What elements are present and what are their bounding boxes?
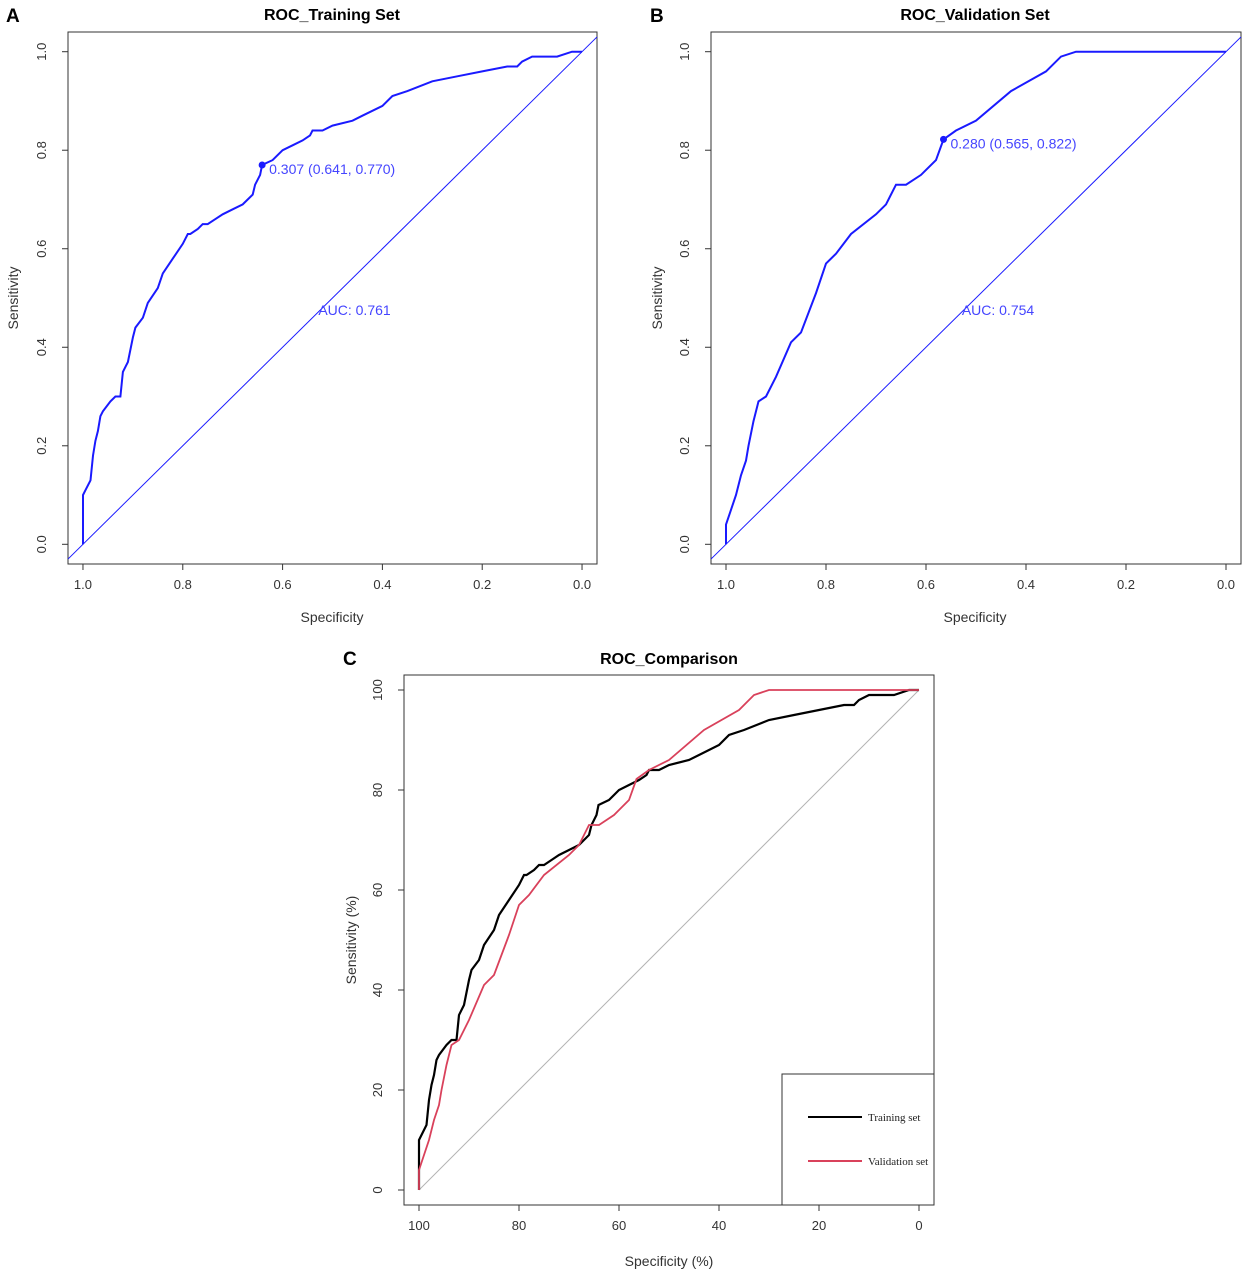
panel-c-y-ticks: 0 20 40 60 80 100 — [370, 679, 404, 1194]
panel-a-y-tick-label: 0.8 — [34, 141, 49, 159]
panel-a-threshold-point — [258, 161, 266, 169]
panel-c-x-tick-label: 80 — [512, 1218, 526, 1233]
panel-a-letter: A — [6, 6, 20, 27]
panel-c-y-tick-label: 20 — [370, 1083, 385, 1097]
panel-a-y-tick-label: 0.6 — [34, 240, 49, 258]
panel-b-threshold-label: 0.280 (0.565, 0.822) — [951, 135, 1077, 151]
panel-c-title: ROC_Comparison — [600, 651, 738, 668]
panel-c-y-tick-label: 100 — [370, 679, 385, 701]
panel-b: B ROC_Validation Set 1.0 0.8 0.6 0.4 0.2 0.0 … — [649, 6, 1242, 625]
panel-a-x-tick-label: 0.4 — [373, 577, 391, 592]
panel-c-diagonal — [418, 689, 920, 1191]
panel-a-y-tick-label: 1.0 — [34, 43, 49, 61]
panel-a-threshold-label: 0.307 (0.641, 0.770) — [269, 161, 395, 177]
panel-b-auc-label: AUC: 0.754 — [962, 302, 1035, 318]
legend-validation-label: Validation set — [868, 1156, 928, 1168]
panel-c-y-tick-label: 80 — [370, 783, 385, 797]
panel-a-x-tick-label: 0.0 — [573, 577, 591, 592]
panel-a-y-label: Sensitivity — [5, 266, 21, 329]
panel-c-x-label: Specificity (%) — [625, 1253, 714, 1269]
panel-a-y-tick-label: 0.4 — [34, 338, 49, 356]
panel-a-x-tick-label: 1.0 — [74, 577, 92, 592]
panel-c-y-tick-label: 0 — [370, 1186, 385, 1193]
panel-b-x-tick-label: 1.0 — [717, 577, 735, 592]
panel-b-y-tick-label: 0.0 — [677, 535, 692, 553]
panel-c-x-tick-label: 0 — [915, 1218, 922, 1233]
panel-b-title: ROC_Validation Set — [900, 7, 1050, 24]
panel-b-letter: B — [650, 6, 664, 27]
panel-a-roc-curve — [82, 50, 582, 545]
panel-c-y-label: Sensitivity (%) — [343, 896, 359, 985]
panel-c-x-ticks: 100 80 60 40 20 0 — [408, 1204, 923, 1233]
panel-a-y-tick-label: 0.2 — [34, 437, 49, 455]
panel-c-x-tick-label: 40 — [712, 1218, 726, 1233]
panel-a: A ROC_Training Set 1.0 0.8 0.6 0.4 0.2 0.0 0.… — [5, 6, 598, 625]
panel-a-auc-label: AUC: 0.761 — [318, 302, 391, 318]
panel-a-y-ticks: 0.0 0.2 0.4 0.6 0.8 1.0 — [34, 43, 68, 553]
panel-b-x-ticks: 1.0 0.8 0.6 0.4 0.2 0.0 — [717, 563, 1235, 592]
panel-c-letter: C — [343, 649, 357, 670]
panel-a-y-tick-label: 0.0 — [34, 535, 49, 553]
panel-c-training-curve — [417, 688, 919, 1190]
panel-b-x-tick-label: 0.8 — [817, 577, 835, 592]
panel-a-diagonal — [67, 36, 598, 560]
legend-box — [781, 1073, 935, 1206]
panel-c: C ROC_Comparison 100 80 60 40 20 0 0204060801… — [343, 649, 935, 1269]
panel-b-x-tick-label: 0.6 — [917, 577, 935, 592]
panel-b-x-label: Specificity — [943, 609, 1006, 625]
panel-a-x-tick-label: 0.8 — [174, 577, 192, 592]
panel-a-x-tick-label: 0.2 — [473, 577, 491, 592]
panel-b-y-tick-label: 0.8 — [677, 141, 692, 159]
panel-a-x-tick-label: 0.6 — [274, 577, 292, 592]
panel-c-legend: Training set Validation set — [781, 1073, 935, 1206]
legend-training-label: Training set — [868, 1112, 920, 1124]
panel-b-y-label: Sensitivity — [649, 266, 665, 329]
panel-c-y-tick-label: 40 — [370, 983, 385, 997]
panel-b-x-tick-label: 0.2 — [1117, 577, 1135, 592]
panel-a-x-label: Specificity — [300, 609, 363, 625]
panel-c-validation-curve — [418, 689, 919, 1190]
panel-c-x-tick-label: 20 — [812, 1218, 826, 1233]
panel-c-x-tick-label: 60 — [612, 1218, 626, 1233]
panel-b-threshold-point — [940, 135, 947, 143]
panel-b-roc-curve — [725, 50, 1226, 545]
panel-a-title: ROC_Training Set — [264, 7, 401, 24]
panel-b-y-tick-label: 0.4 — [677, 338, 692, 356]
panel-b-diagonal — [710, 36, 1242, 560]
panel-b-y-tick-label: 0.6 — [677, 240, 692, 258]
panel-b-y-tick-label: 0.2 — [677, 437, 692, 455]
panel-b-y-ticks: 0.0 0.2 0.4 0.6 0.8 1.0 — [677, 43, 711, 553]
panel-a-x-ticks: 1.0 0.8 0.6 0.4 0.2 0.0 — [74, 563, 591, 592]
panel-b-x-tick-label: 0.0 — [1217, 577, 1235, 592]
panel-b-y-tick-label: 1.0 — [677, 43, 692, 61]
panel-c-y-tick-label: 60 — [370, 883, 385, 897]
panel-b-x-tick-label: 0.4 — [1017, 577, 1035, 592]
panel-c-x-tick-label: 100 — [408, 1218, 430, 1233]
